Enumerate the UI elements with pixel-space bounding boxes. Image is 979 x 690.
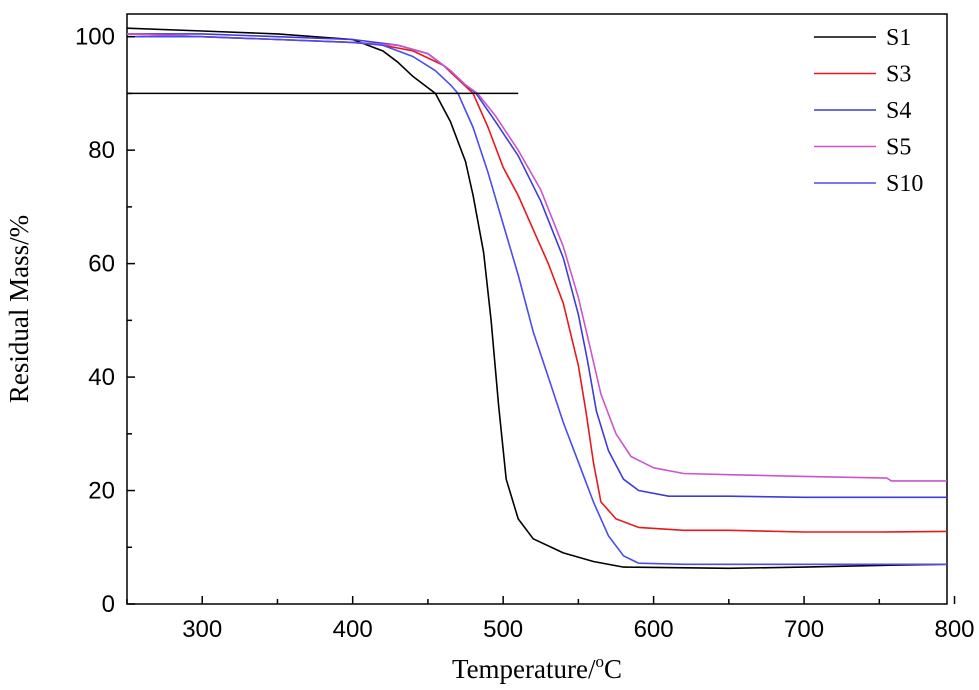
y-tick-label-20: 20 (88, 478, 115, 505)
series-line-s3 (126, 33, 948, 533)
legend: S1 S3 S4 S5 S10 (814, 25, 923, 197)
x-axis-title-unit: C (604, 654, 622, 684)
plot-frame (126, 13, 948, 605)
x-axis-title-text: Temperature/ (452, 654, 596, 684)
series-line-s1 (126, 27, 948, 570)
legend-label-s3: S3 (886, 62, 911, 88)
x-tick-label-500: 500 (483, 616, 523, 643)
x-axis-title-superscript: o (596, 652, 605, 671)
x-tick-label-300: 300 (182, 616, 222, 643)
x-axis-ticks: 300 400 500 600 700 800 (126, 596, 975, 643)
y-tick-label-40: 40 (88, 364, 115, 391)
series-layer (126, 27, 948, 570)
x-axis-title: Temperature/oC (452, 652, 622, 684)
series-line-s5 (126, 33, 947, 482)
y-tick-label-100: 100 (75, 24, 115, 51)
y-tick-label-60: 60 (88, 251, 115, 278)
legend-label-s1: S1 (886, 25, 911, 51)
series-line-s10 (127, 35, 947, 566)
x-tick-label-700: 700 (784, 616, 824, 643)
legend-label-s5: S5 (886, 135, 911, 161)
x-tick-label-800: 800 (934, 616, 974, 643)
x-tick-label-600: 600 (634, 616, 674, 643)
plot-area-group: 300 400 500 600 700 800 0 20 40 60 80 100 (75, 13, 975, 643)
y-tick-label-80: 80 (88, 137, 115, 164)
y-axis-ticks: 0 20 40 60 80 100 (75, 24, 135, 618)
y-axis-title: Residual Mass/% (4, 215, 34, 403)
series-line-s4 (127, 33, 947, 499)
legend-label-s4: S4 (886, 98, 911, 124)
y-tick-label-0: 0 (102, 591, 115, 618)
x-tick-label-400: 400 (333, 616, 373, 643)
legend-label-s10: S10 (886, 171, 923, 197)
